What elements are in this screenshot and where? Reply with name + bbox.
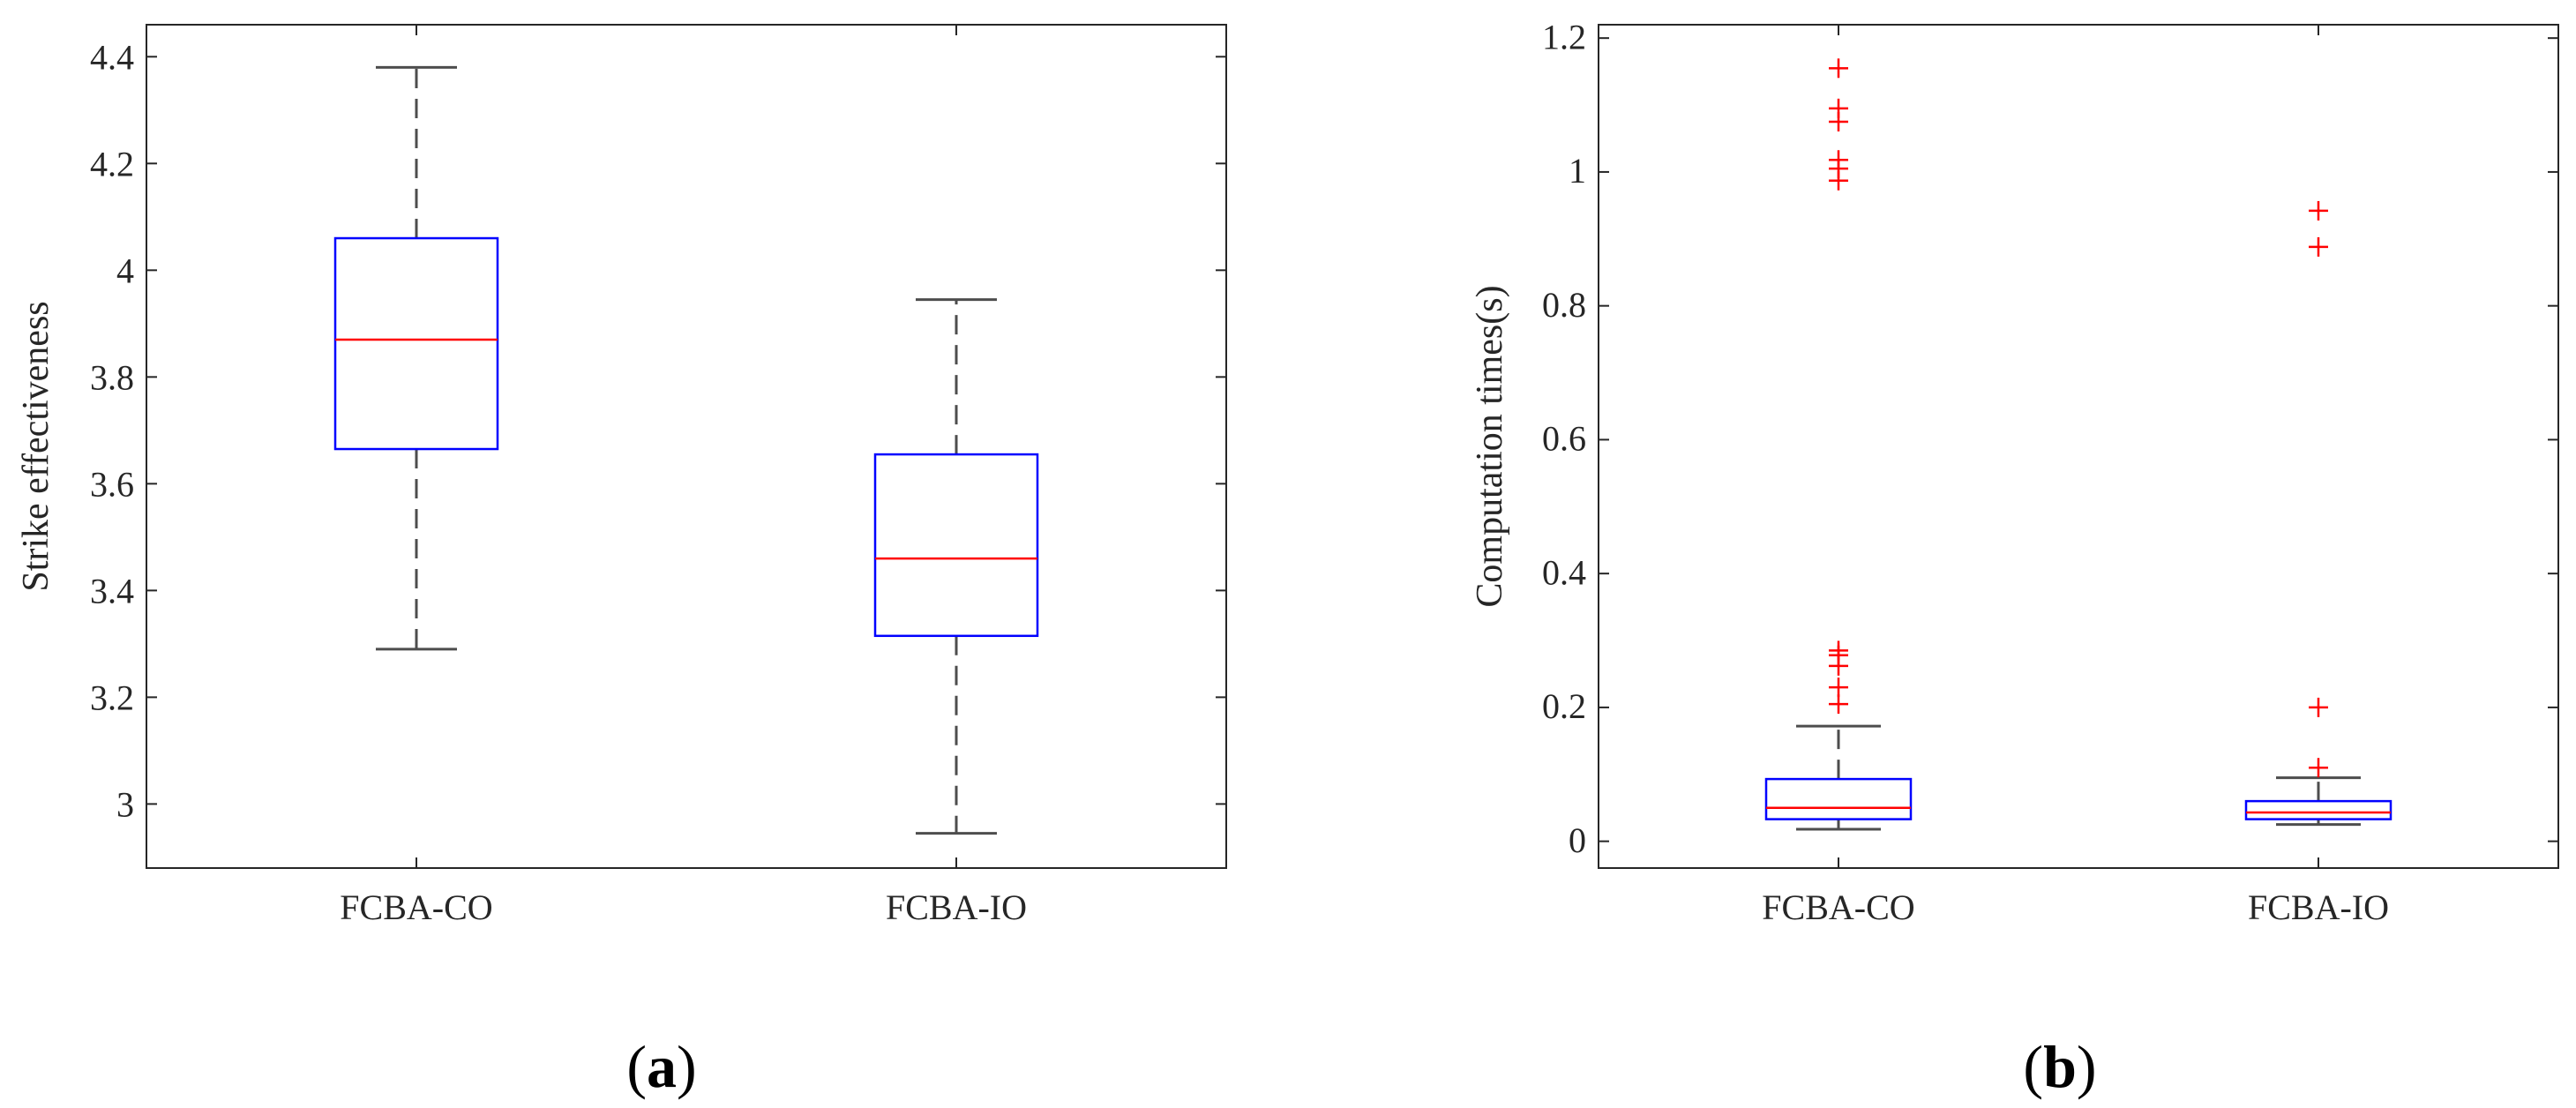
y-tick-label: 0.4 xyxy=(1542,552,1586,592)
y-tick-label: 4.2 xyxy=(90,145,134,184)
outlier-marker xyxy=(1829,150,1848,170)
panel-b-x-ticks: FCBA-CO FCBA-IO xyxy=(1762,25,2389,927)
panel-b-label-letter: b xyxy=(2043,1033,2077,1100)
panel-a-axes-frame xyxy=(146,24,1227,869)
outlier-marker xyxy=(2309,758,2328,778)
y-tick-label: 3.4 xyxy=(90,572,134,611)
x-tick-label: FCBA-CO xyxy=(1762,887,1914,927)
panel-a-label: (a) xyxy=(626,1033,696,1100)
outlier-marker xyxy=(2309,200,2328,221)
y-tick-label: 0.6 xyxy=(1542,419,1586,459)
x-tick-label: FCBA-CO xyxy=(340,887,492,927)
y-tick-label: 3.2 xyxy=(90,678,134,718)
outlier-marker xyxy=(1829,678,1848,698)
y-tick-label: 1 xyxy=(1569,151,1586,191)
y-tick-label: 4 xyxy=(116,251,134,291)
panel-a-y-ticks: 3 3.2 3.4 3.6 3.8 4 4.2 4.4 xyxy=(90,38,1226,825)
y-tick-label: 0 xyxy=(1569,820,1586,860)
interquartile-box xyxy=(873,453,1039,638)
box-fcba-io xyxy=(873,298,1039,835)
panel-a-label-letter: a xyxy=(647,1033,677,1100)
x-tick-label: FCBA-IO xyxy=(886,887,1027,927)
outlier-marker xyxy=(1829,694,1848,715)
interquartile-box xyxy=(1764,777,1913,820)
panel-b-label: (b) xyxy=(2023,1033,2096,1100)
interquartile-box xyxy=(333,236,499,451)
outlier-marker xyxy=(1829,98,1848,118)
x-tick-label: FCBA-IO xyxy=(2248,887,2389,927)
y-tick-label: 4.4 xyxy=(90,38,134,78)
panel-b-y-axis-title: Computation times(s) xyxy=(1470,285,1510,607)
interquartile-box xyxy=(2244,799,2393,820)
box-fcba-co xyxy=(1764,58,1913,831)
outlier-marker xyxy=(2309,697,2328,717)
outlier-marker xyxy=(2309,236,2328,257)
box-fcba-co xyxy=(333,65,499,651)
panel-a-x-ticks: FCBA-CO FCBA-IO xyxy=(340,25,1027,927)
box-fcba-io xyxy=(2244,200,2393,827)
y-tick-label: 0.8 xyxy=(1542,285,1586,325)
y-tick-label: 3.8 xyxy=(90,358,134,398)
y-tick-label: 3.6 xyxy=(90,465,134,505)
outlier-marker xyxy=(1829,640,1848,661)
panel-a-boxes xyxy=(333,65,1039,835)
y-tick-label: 3 xyxy=(116,785,134,825)
y-tick-label: 0.2 xyxy=(1542,686,1586,726)
panel-a-strike-effectiveness: 3 3.2 3.4 3.6 3.8 4 4.2 4.4 FCBA-CO FCBA-IO Stri… xyxy=(16,24,1227,1100)
panel-b-y-ticks: 0 0.2 0.4 0.6 0.8 1 1.2 xyxy=(1542,17,2558,860)
panel-b-boxes xyxy=(1764,58,2393,831)
outlier-marker xyxy=(1829,58,1848,79)
y-tick-label: 1.2 xyxy=(1542,17,1586,56)
panel-a-y-axis-title: Strike effectiveness xyxy=(16,301,56,591)
panel-b-axes-frame xyxy=(1598,24,2559,869)
panel-b-computation-times: 0 0.2 0.4 0.6 0.8 1 1.2 FCBA-CO FCBA-IO Computa… xyxy=(1470,17,2559,1100)
